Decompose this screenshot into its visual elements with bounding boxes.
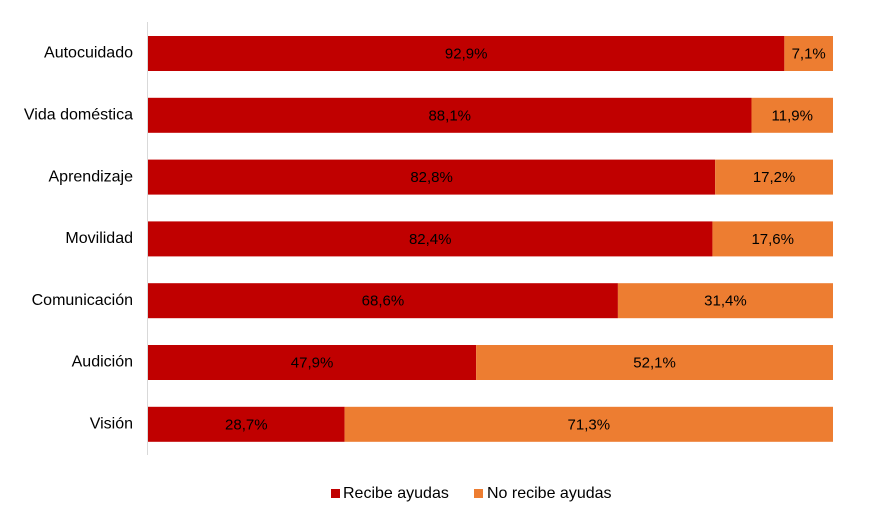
bar-segment [344, 406, 833, 442]
bar-segment [148, 221, 713, 257]
data-label: 17,6% [751, 231, 794, 248]
legend-label: Recibe ayudas [343, 485, 449, 502]
category-label: Vida doméstica [24, 107, 133, 124]
bar-segment [712, 221, 833, 257]
data-label: 47,9% [291, 354, 334, 371]
category-label: Movilidad [65, 230, 133, 247]
data-label: 31,4% [704, 293, 747, 310]
data-label: 28,7% [225, 416, 268, 433]
bar-segment [148, 97, 752, 133]
data-label: 11,9% [772, 107, 813, 124]
bar-segment [148, 345, 477, 380]
data-label: 82,4% [409, 231, 452, 248]
legend-label: No recibe ayudas [487, 485, 612, 502]
legend: Recibe ayudas No recibe ayudas [331, 485, 612, 502]
bar-segment [148, 283, 618, 319]
bar-segment [784, 36, 833, 71]
data-label: 82,8% [410, 169, 453, 186]
category-label: Visión [90, 416, 133, 433]
category-label: Comunicación [32, 292, 133, 309]
data-label: 68,6% [362, 293, 405, 310]
bar-segment [148, 36, 785, 71]
bar-segment [751, 97, 833, 133]
data-label: 92,9% [445, 45, 488, 62]
legend-swatch [474, 489, 483, 498]
data-label: 88,1% [428, 107, 471, 124]
bar-segment [715, 159, 833, 195]
value-labels: 92,9% 7,1% 88,1% 11,9% 82,8% 17,2% 82,4% 17,6% 6… [225, 45, 826, 433]
legend-swatch [331, 489, 340, 498]
data-label: 52,1% [633, 354, 676, 371]
data-label: 7,1% [792, 45, 826, 62]
bar-segment [148, 406, 345, 442]
category-labels: Autocuidado Vida doméstica Aprendizaje Movi… [24, 45, 133, 433]
category-label: Aprendizaje [49, 168, 134, 185]
bars [148, 36, 833, 442]
bar-segment [148, 159, 716, 195]
bar-segment [476, 345, 833, 380]
data-label: 17,2% [753, 169, 796, 186]
bar-segment [617, 283, 833, 319]
data-label: 71,3% [568, 416, 611, 433]
category-label: Audición [72, 354, 133, 371]
category-label: Autocuidado [44, 45, 133, 62]
